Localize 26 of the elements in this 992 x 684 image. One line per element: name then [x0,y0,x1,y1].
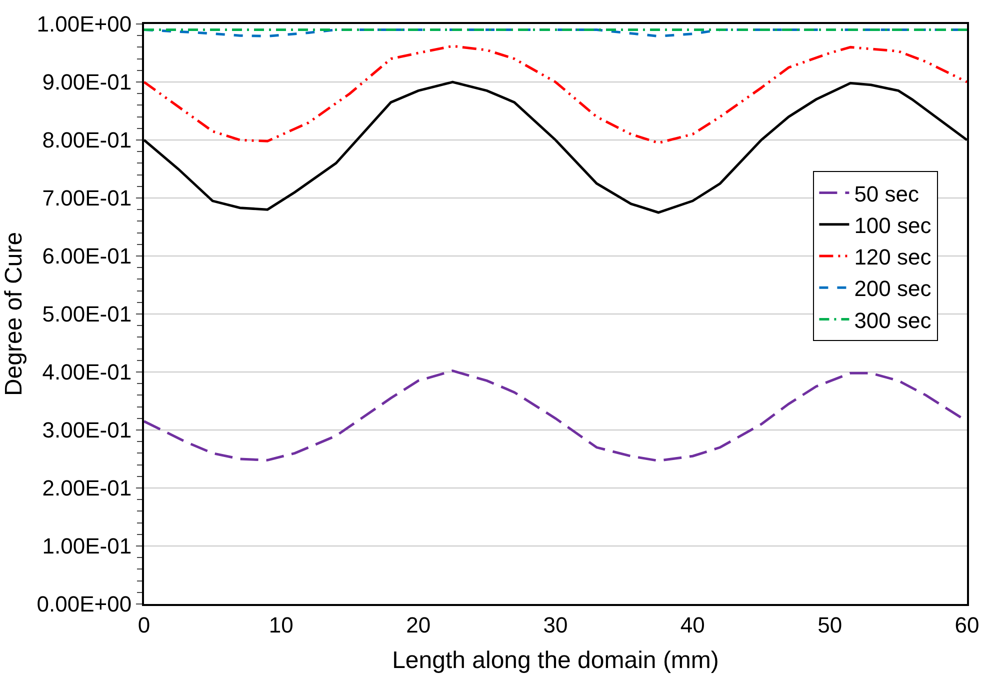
y-tick-label: 1.00E+00 [36,12,132,37]
legend-label: 200 sec [854,276,932,302]
y-tick-label: 3.00E-01 [42,418,132,443]
y-tick-label: 7.00E-01 [42,186,132,211]
legend-label: 50 sec [854,181,920,206]
y-tick-label: 2.00E-01 [42,476,132,501]
x-tick-label: 30 [543,612,568,638]
y-axis-title: Degree of Cure [0,232,28,396]
x-tick-label: 60 [954,612,980,638]
line-series [144,44,967,144]
y-tick-label: 5.00E-01 [42,302,132,327]
legend-label: 100 sec [854,212,932,238]
x-tick-label: 50 [818,612,842,638]
legend-label: 120 sec [854,244,932,270]
x-axis-title: Length along the domain (mm) [392,647,719,674]
x-tick-label: 20 [406,612,431,638]
y-tick-label: 8.00E-01 [42,128,132,153]
y-tick-label: 6.00E-01 [42,244,132,269]
y-tick-label: 9.00E-01 [42,70,132,95]
x-tick-label: 40 [680,612,705,638]
x-tick-label: 0 [138,612,150,638]
y-tick-label: 1.00E-01 [42,534,132,559]
y-tick-label: 0.00E+00 [36,592,132,617]
x-tick-label: 10 [268,612,294,638]
y-tick-label: 4.00E-01 [42,360,132,385]
legend-label: 300 sec [854,308,932,333]
